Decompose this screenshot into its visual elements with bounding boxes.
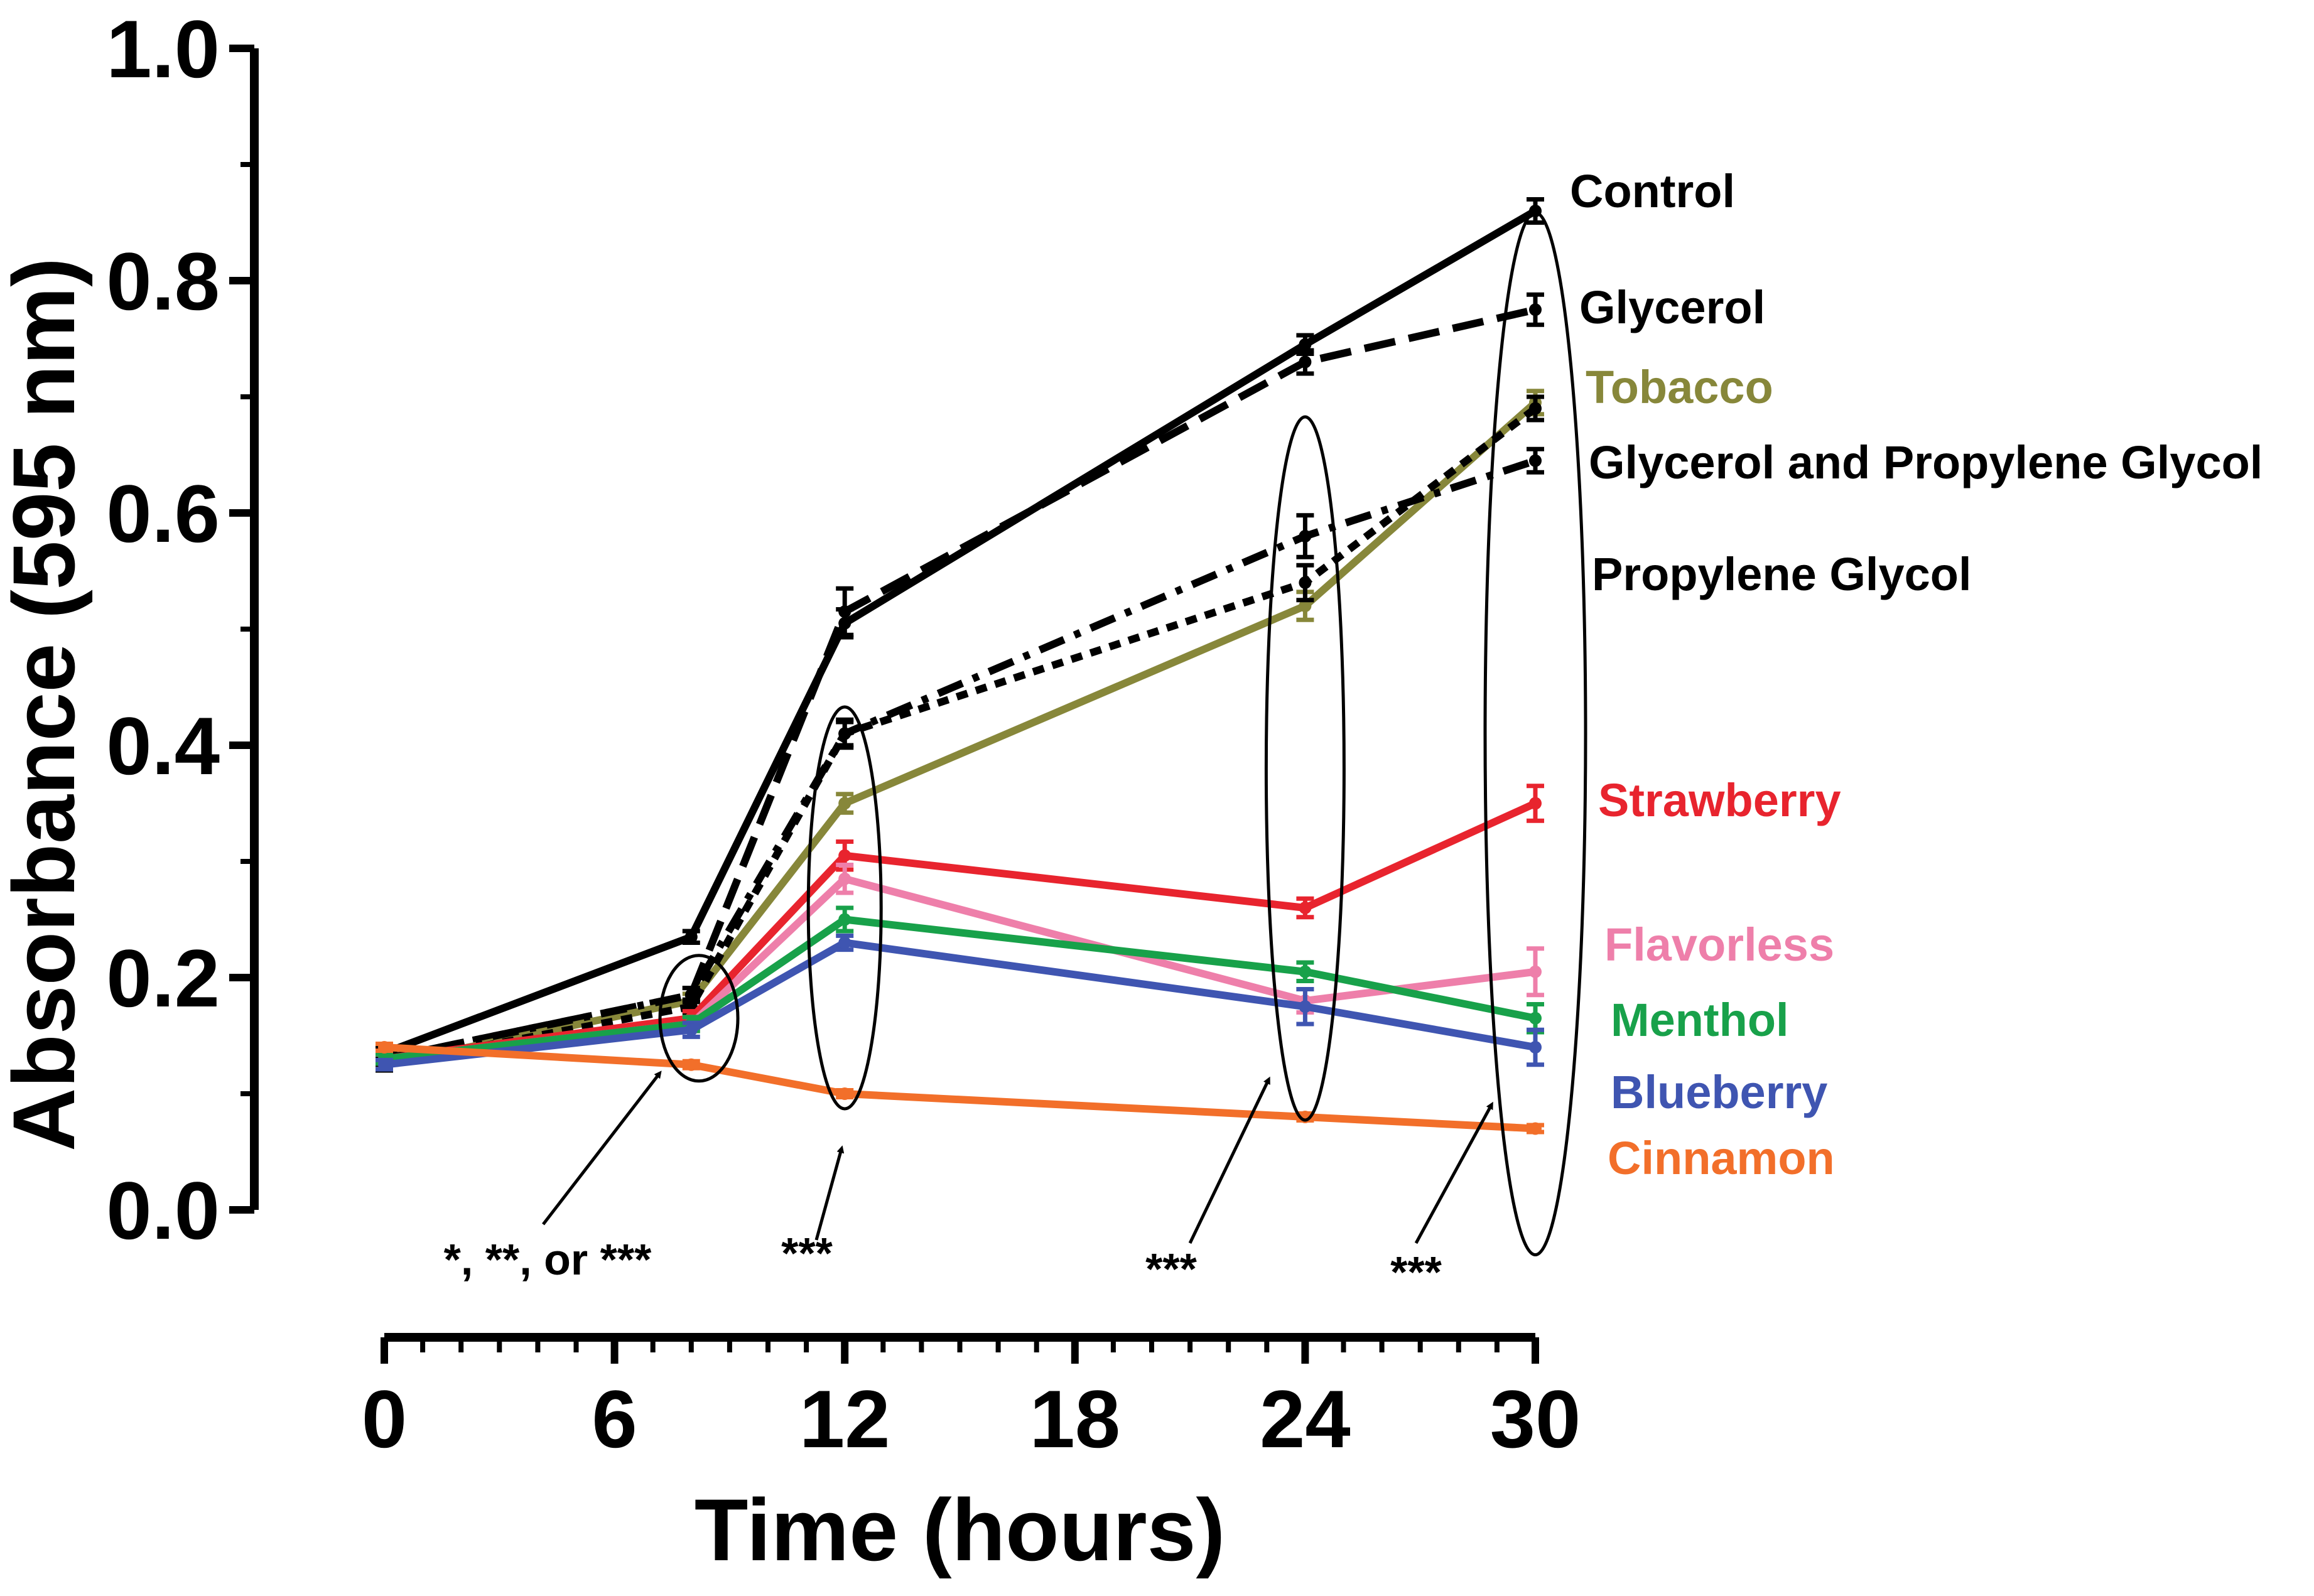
y-tick-label: 0.0 xyxy=(106,1165,220,1256)
data-point xyxy=(684,1023,698,1037)
x-tick-label: 0 xyxy=(362,1373,407,1465)
annotation-arrow xyxy=(1414,1101,1493,1244)
data-point xyxy=(1529,303,1542,316)
data-point xyxy=(1529,1011,1542,1025)
series-line xyxy=(383,399,1538,1069)
significance-annotations: *, **, or *** *** *** *** xyxy=(444,211,1587,1297)
data-point xyxy=(838,936,852,949)
data-point xyxy=(684,930,698,944)
data-point xyxy=(1299,965,1312,978)
series-blueberry xyxy=(376,933,1544,1072)
series-label: Blueberry xyxy=(1611,1066,1827,1118)
series-label: Menthol xyxy=(1611,994,1789,1046)
data-point xyxy=(838,872,852,885)
series-label: Control xyxy=(1570,165,1735,217)
annotation-arrow xyxy=(814,1145,845,1241)
series-label: Tobacco xyxy=(1586,361,1773,413)
series-line xyxy=(383,405,1538,1069)
data-point xyxy=(1299,902,1312,914)
series-glycerol xyxy=(376,292,1544,1067)
y-tick-label: 0.2 xyxy=(106,932,220,1024)
annotation-arrow xyxy=(1188,1076,1270,1244)
x-tick-label: 6 xyxy=(592,1373,637,1465)
series-label: Glycerol and Propylene Glycol xyxy=(1589,436,2263,488)
y-tick-label: 0.8 xyxy=(106,235,220,327)
series-line xyxy=(382,207,1538,1057)
significance-label: *, **, or *** xyxy=(444,1235,652,1284)
y-axis-title: Absorbance (595 nm) xyxy=(0,257,93,1151)
annotation-arrow xyxy=(542,1070,662,1226)
series-label: Flavorless xyxy=(1604,919,1834,971)
series-propylene-glycol xyxy=(376,394,1544,1073)
data-point xyxy=(838,849,852,862)
series-tobacco xyxy=(376,389,1544,1073)
significance-label: *** xyxy=(1390,1248,1442,1297)
series-cinnamon xyxy=(376,1041,1544,1135)
series-labels-group: Control Glycerol Tobacco Glycerol and Propy… xyxy=(1570,165,2263,1184)
data-point xyxy=(1299,600,1312,612)
data-point xyxy=(838,913,852,926)
data-point xyxy=(838,727,852,740)
x-tick-label: 18 xyxy=(1029,1373,1120,1465)
significance-ellipse xyxy=(1483,211,1587,1256)
x-tick-label: 30 xyxy=(1490,1373,1581,1465)
x-tick-label: 24 xyxy=(1260,1373,1351,1465)
data-point xyxy=(1299,530,1312,542)
significance-ellipse xyxy=(806,705,883,1111)
data-point xyxy=(1299,338,1312,351)
series-line xyxy=(384,1043,1536,1133)
axes-group: 0.0 0.2 0.4 0.6 0.8 1.0 Absorbance (595 nm) 0 6 1… xyxy=(0,3,1581,1579)
y-tick-label: 0.4 xyxy=(106,700,220,792)
significance-label: *** xyxy=(781,1229,833,1278)
data-point xyxy=(1529,1041,1542,1054)
data-point xyxy=(1299,355,1312,369)
data-point xyxy=(838,797,852,810)
data-point xyxy=(378,1058,391,1071)
series-label: Strawberry xyxy=(1598,774,1841,826)
data-point xyxy=(838,1087,852,1100)
significance-ellipse xyxy=(658,954,740,1083)
data-point xyxy=(1299,1000,1312,1013)
y-tick-label: 1.0 xyxy=(106,3,220,95)
series-line xyxy=(384,939,1537,1069)
data-point xyxy=(1529,797,1542,810)
series-label: Propylene Glycol xyxy=(1592,548,1972,600)
data-point xyxy=(1529,402,1542,415)
significance-label: *** xyxy=(1145,1244,1197,1293)
data-point xyxy=(378,1041,391,1054)
x-tick-label: 12 xyxy=(799,1373,890,1465)
data-point xyxy=(684,1058,698,1071)
data-point xyxy=(1529,454,1542,467)
data-point xyxy=(838,605,852,618)
data-point xyxy=(1299,576,1312,589)
series-group xyxy=(376,197,1544,1135)
y-tick-label: 0.6 xyxy=(106,468,220,559)
data-point xyxy=(1529,965,1542,978)
significance-ellipse xyxy=(1264,415,1346,1122)
series-label: Cinnamon xyxy=(1608,1132,1835,1184)
data-point xyxy=(1529,1122,1542,1135)
series-label: Glycerol xyxy=(1579,281,1765,333)
x-axis-title: Time (hours) xyxy=(695,1480,1225,1579)
